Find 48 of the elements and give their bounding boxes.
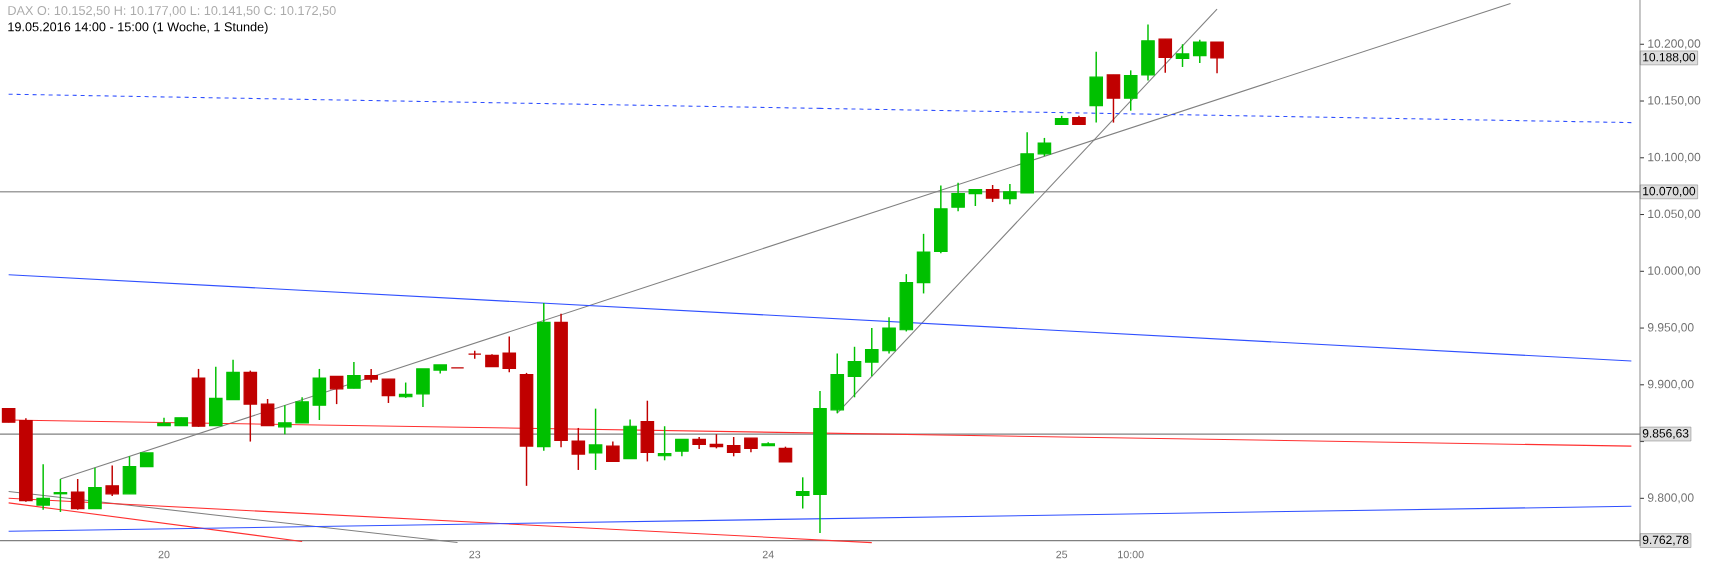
x-tick-label: 25 (1056, 550, 1068, 559)
candlestick (726, 436, 741, 458)
candlestick (795, 476, 810, 510)
candlestick (36, 463, 50, 511)
candlestick (381, 378, 396, 404)
x-tick-label: 24 (762, 550, 774, 559)
candlestick (1037, 137, 1052, 157)
candlestick (1003, 183, 1017, 206)
y-tick-label: 10.100,00 (1648, 152, 1701, 163)
text: 10.188,00 (1643, 52, 1696, 63)
y-tick-label: 10.050,00 (1648, 209, 1701, 220)
candlestick (864, 327, 879, 378)
text: 19.05.2016 14:00 - 15:00 (1 Woche, 1 Stunde) (8, 22, 268, 34)
candlestick (347, 361, 361, 389)
y-tick-label: 10.200,00 (1648, 39, 1701, 50)
candlestick (571, 427, 586, 471)
candlestick (88, 466, 102, 510)
ref-line-label: 10.070,00 (1643, 186, 1696, 197)
candlestick (882, 316, 896, 355)
y-tick-label: 9.950,00 (1647, 323, 1694, 333)
candlestick (588, 407, 603, 471)
ref-line-label: 9.856,63 (1642, 429, 1689, 439)
candlestick (329, 375, 344, 405)
candlestick (364, 368, 378, 384)
candlestick (295, 396, 309, 424)
y-tick-label: 10.000,00 (1648, 266, 1701, 277)
candlestick (606, 440, 620, 463)
y-tick-label: 9.900,00 (1647, 379, 1694, 390)
candlestick (1158, 38, 1173, 74)
ref-line-label: 9.762,78 (1642, 535, 1689, 546)
candlestick (105, 464, 120, 497)
candlestick (951, 182, 965, 212)
candlestick (260, 398, 275, 427)
candlestick (1210, 41, 1224, 74)
candlestick (1192, 38, 1207, 64)
x-tick-label: 23 (469, 550, 481, 559)
chart-title: DAX O: 10.152,50 H: 10.177,00 L: 10.141,50 C: 10.172,50 (8, 6, 336, 17)
x-tick-label: 20 (158, 550, 170, 559)
candlestick (1175, 43, 1190, 68)
y-tick-label: 9.800,00 (1647, 493, 1694, 504)
candlestick (847, 346, 862, 399)
x-tick-label: 10:00 (1118, 550, 1144, 559)
candlestick (502, 335, 517, 374)
candlestick (278, 404, 292, 435)
y-tick-label: 10.150,00 (1648, 96, 1701, 106)
candlestick (1123, 69, 1138, 112)
candlestick (1106, 74, 1121, 124)
candlestick (70, 478, 85, 511)
